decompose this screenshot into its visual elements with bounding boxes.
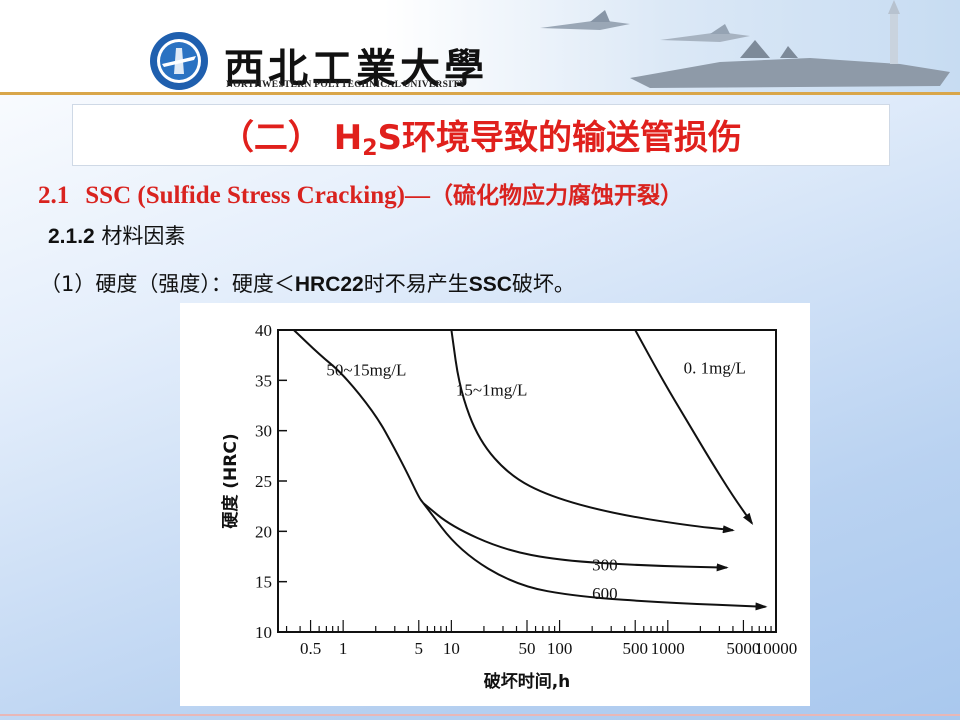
x-tick-label: 100 xyxy=(547,639,573,658)
x-tick-label: 500 xyxy=(622,639,648,658)
university-name: 西北工業大學 xyxy=(224,45,488,92)
curve-label: 300 xyxy=(592,556,618,575)
university-name-english: NORTHWESTERN POLYTECHNICAL UNIVERSITY xyxy=(226,80,467,90)
x-tick-label: 50 xyxy=(519,639,536,658)
slide-title-box: （二） H2S环境导致的输送管损伤 xyxy=(72,104,890,166)
slide-title: （二） H2S环境导致的输送管损伤 xyxy=(219,117,743,161)
y-tick-label: 40 xyxy=(255,321,272,340)
curve-label: 600 xyxy=(592,584,618,603)
subsection-heading: 2.1.2 材料因素 xyxy=(48,224,186,248)
curve-600 xyxy=(422,502,768,611)
university-seal-icon xyxy=(150,32,208,90)
curve-label: 50~15mg/L xyxy=(326,360,406,379)
x-tick-label: 5000 xyxy=(726,639,760,658)
curve-label: 15~1mg/L xyxy=(456,380,528,399)
y-axis-title: 硬度 (HRC) xyxy=(220,433,241,528)
x-tick-label: 5 xyxy=(415,639,424,658)
x-tick-label: 10 xyxy=(443,639,460,658)
x-tick-label: 1 xyxy=(339,639,348,658)
x-tick-label: 1000 xyxy=(651,639,685,658)
y-tick-label: 25 xyxy=(255,472,272,491)
footer-rule xyxy=(0,714,960,716)
curve-label: 0. 1mg/L xyxy=(684,358,746,377)
y-tick-label: 10 xyxy=(255,623,272,642)
curve-0-1mg-L xyxy=(634,329,754,525)
y-tick-label: 15 xyxy=(255,573,272,592)
jets-and-warship-banner xyxy=(540,0,950,88)
y-tick-label: 35 xyxy=(255,371,272,390)
header-banner: 西北工業大學 NORTHWESTERN POLYTECHNICAL UNIVER… xyxy=(0,0,960,95)
curve-15-1mg-L xyxy=(450,329,735,534)
x-tick-label: 0.5 xyxy=(300,639,321,658)
section-heading: 2.1 SSC (Sulfide Stress Cracking)—（硫化物应力… xyxy=(38,182,683,209)
hardness-point: （1）硬度（强度）：硬度＜HRC22时不易产生SSC破坏。 xyxy=(40,272,575,296)
x-axis-title: 破坏时间,h xyxy=(484,671,571,692)
hardness-vs-failure-time-chart: 10 15 20 25 30 35 40 0.5 1 5 10 50 100 500 1000 5000 10… xyxy=(180,303,810,706)
x-tick-label: 10000 xyxy=(755,639,798,658)
curve-50-15mg-L xyxy=(293,329,425,504)
y-tick-label: 30 xyxy=(255,422,272,441)
curve-300 xyxy=(422,502,729,572)
y-tick-label: 20 xyxy=(255,522,272,541)
